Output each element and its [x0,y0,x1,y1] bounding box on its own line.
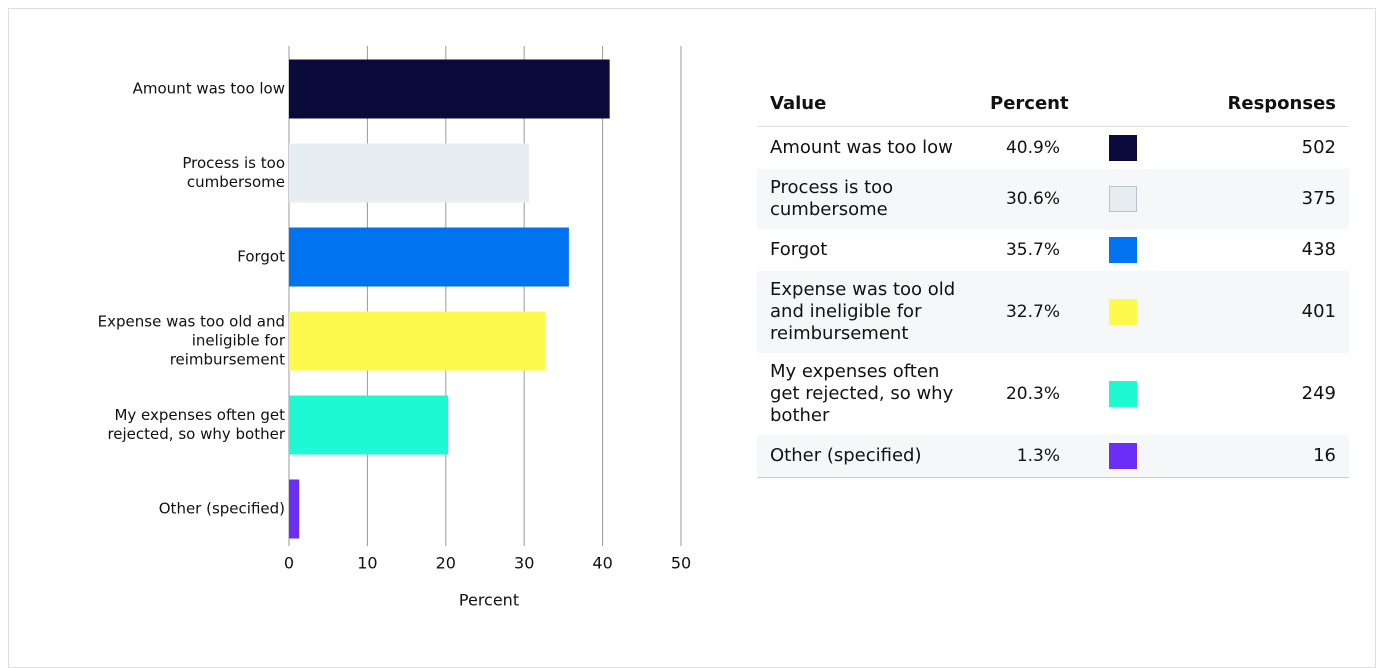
x-axis-label: Percent [459,591,519,610]
x-tick-label: 0 [284,554,294,573]
header-cell [1073,81,1173,127]
swatch-cell [1073,271,1173,353]
percent-cell: 20.3% [1005,384,1060,404]
bar [289,395,449,455]
swatch-cell [1073,127,1173,170]
percent-cell: 40.9% [1005,138,1060,158]
header-cell: Responses [1173,81,1349,127]
table-row: Process is too cumbersome 30.6% 375 [757,169,1349,229]
table-row: Expense was too old and ineligible for r… [757,271,1349,353]
chart: Percent 0 10 20 30 40 50 [284,46,691,610]
responses-cell: 438 [1301,239,1336,260]
value-cell: Forgot [770,239,828,260]
responses-cell: 375 [1173,169,1349,229]
value-cell: My expenses often get rejected, so why b… [770,361,954,426]
responses-cell: 249 [1301,383,1336,404]
table-row: Amount was too low 40.9% 502 [757,127,1349,170]
swatch-cell [1073,169,1173,229]
value-cell: Expense was too old and ineligible for r… [757,271,977,353]
swatch-cell [1073,435,1173,478]
table-row: Other (specified) 1.3% 16 [757,435,1349,478]
bar [289,479,300,539]
x-tick-label: 40 [592,554,612,573]
category-label: Other (specified) [158,499,285,518]
responses-cell: 502 [1301,137,1336,158]
percent-cell: 35.7% [1005,240,1060,260]
responses-cell: 401 [1173,271,1349,353]
percent-cell: 30.6% [977,169,1073,229]
responses-cell: 16 [1173,435,1349,478]
color-swatch [1109,237,1137,263]
x-tick-label: 50 [671,554,691,573]
color-swatch [1109,443,1137,469]
color-swatch [1109,381,1137,407]
bar [289,311,546,371]
value-cell: Other (specified) [757,435,977,478]
bar [289,227,569,287]
category-label: My expenses often get rejected, so why b… [107,406,285,443]
color-swatch [1109,299,1137,325]
color-swatch [1109,135,1137,161]
table-row: My expenses often get rejected, so why b… [757,353,1349,435]
color-swatch [1109,186,1137,212]
category-label: Expense was too old and ineligible for r… [97,312,285,369]
swatch-cell [1073,229,1173,271]
category-label: Process is too cumbersome [182,154,285,191]
header-cell: Value [757,81,977,127]
percent-cell: 1.3% [977,435,1073,478]
header-cell: Percent [977,81,1073,127]
card: Percent 0 10 20 30 40 50 Value Percent Respon… [8,8,1376,668]
swatch-cell [1073,353,1173,435]
value-cell: Amount was too low [770,137,953,158]
x-tick-label: 20 [436,554,456,573]
category-label: Forgot [237,247,285,266]
category-label: Amount was too low [132,79,285,98]
x-tick-label: 10 [357,554,377,573]
data-table: Value Percent Responses Amount was too l… [757,81,1349,478]
percent-cell: 32.7% [977,271,1073,353]
bar [289,143,529,203]
table-header: Value Percent Responses [757,81,1349,127]
table-row: Forgot 35.7% 438 [757,229,1349,271]
value-cell: Process is too cumbersome [757,169,977,229]
x-tick-label: 30 [514,554,534,573]
bar [289,59,610,119]
